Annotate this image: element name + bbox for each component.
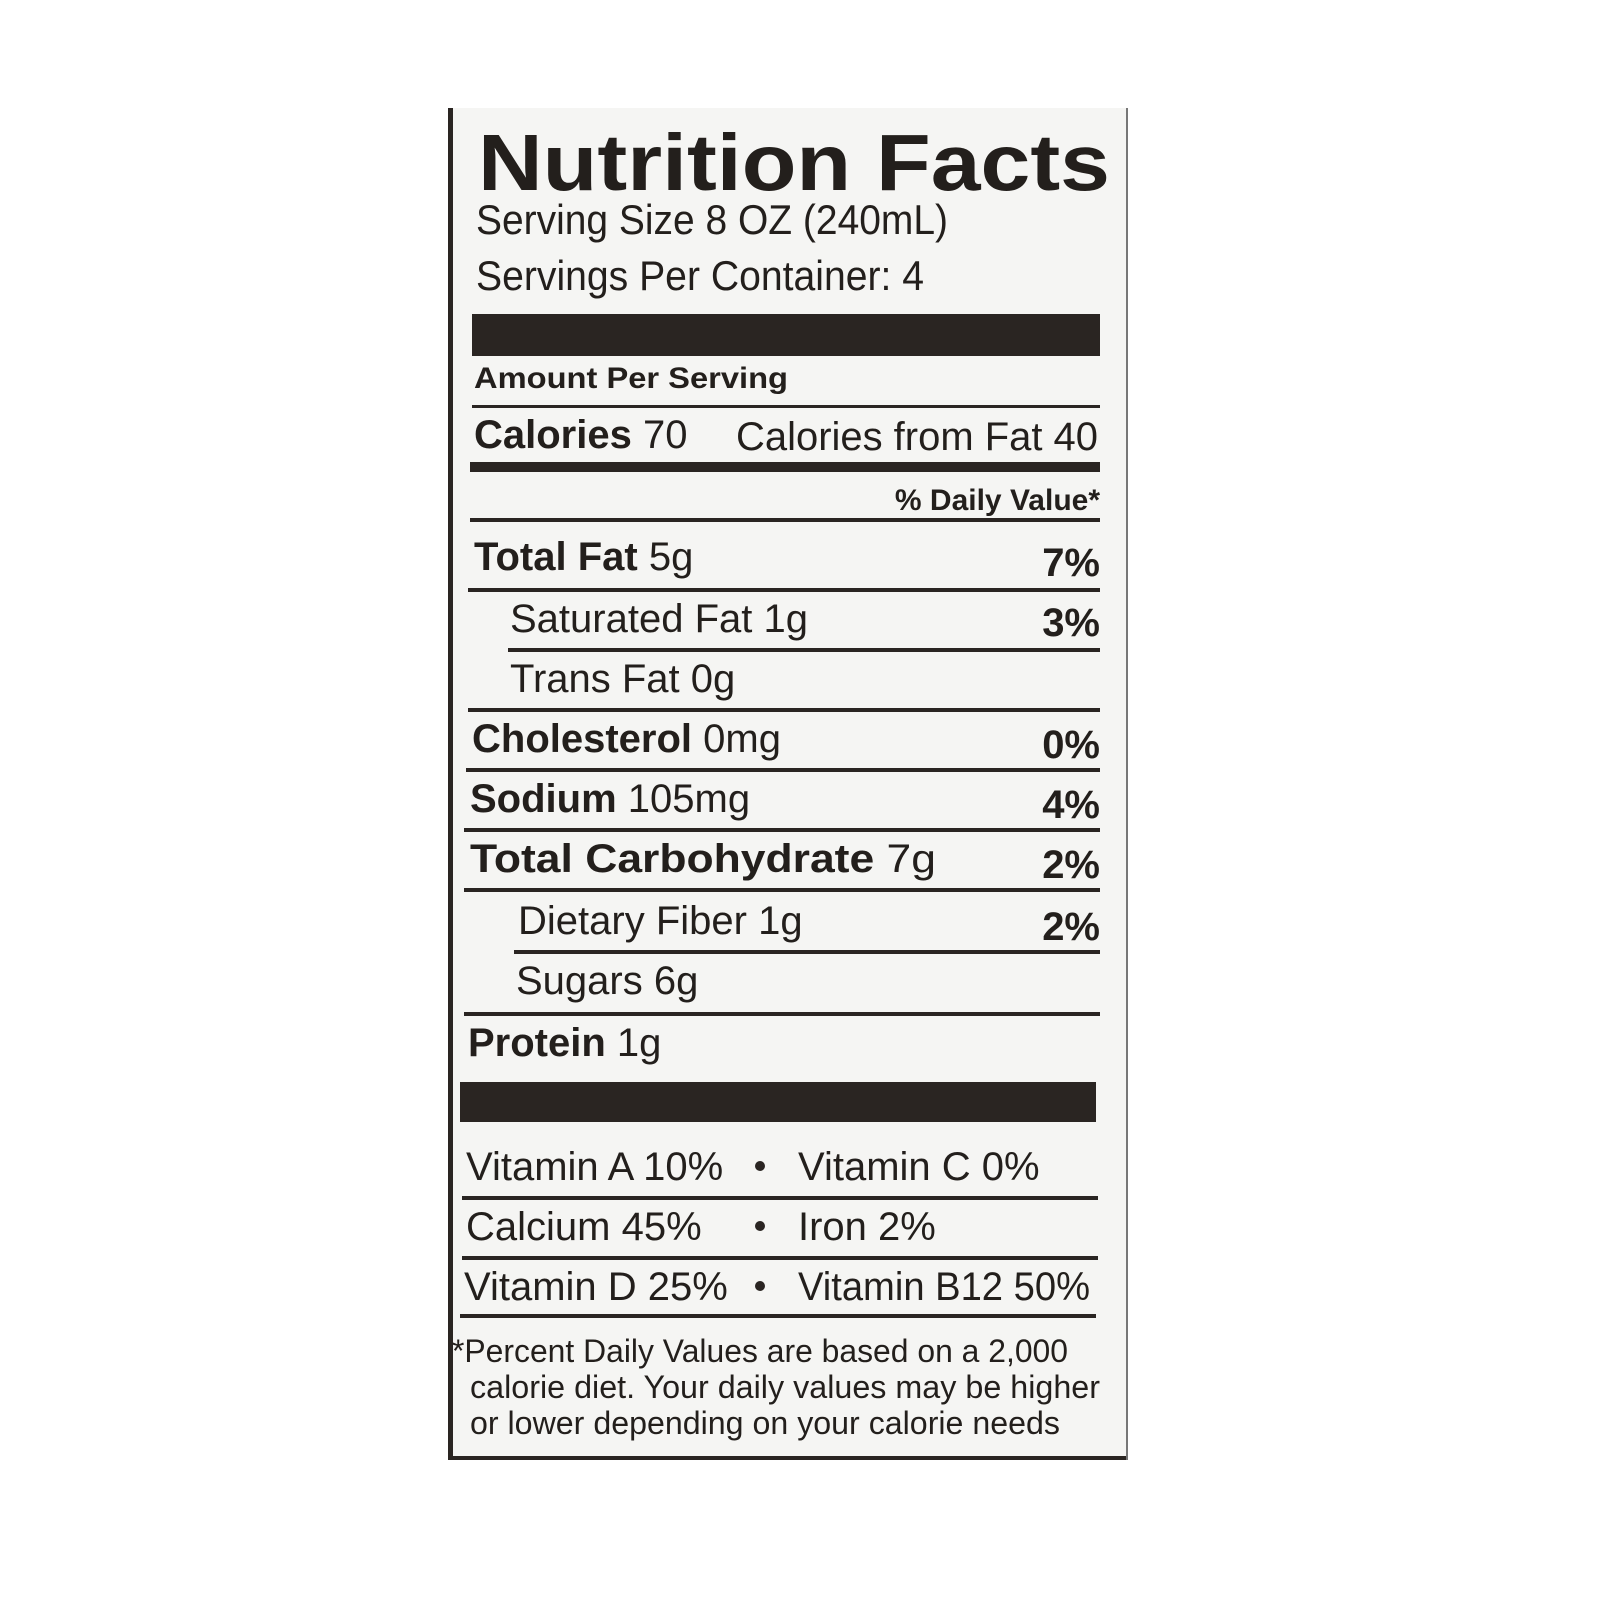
footnote: calorie diet. Your daily values may be h… <box>470 1369 1100 1405</box>
nutrient-amount: 0g <box>691 657 736 701</box>
nutrient-name: Sugars <box>516 959 643 1003</box>
vitamin: Calcium 45% <box>466 1205 702 1249</box>
rule <box>462 1196 1098 1200</box>
calories-value: 70 <box>643 413 688 457</box>
rule <box>464 828 1100 832</box>
nutrient-name: Total Carbohydrate <box>470 837 874 881</box>
nutrient-name: Saturated Fat <box>510 597 752 641</box>
nutrient-amount: 6g <box>654 959 699 1003</box>
rule <box>508 648 1100 652</box>
right-border <box>1126 108 1128 1460</box>
servings-per-container: Servings Per Container: 4 <box>476 252 924 299</box>
vitamin: Vitamin A 10% <box>466 1145 723 1189</box>
nutrient-amount: 1g <box>617 1021 662 1065</box>
rule <box>468 708 1100 712</box>
vitamin: Vitamin C 0% <box>798 1145 1040 1189</box>
medium-bar <box>470 462 1100 472</box>
nutrient-amount: 7g <box>887 837 936 881</box>
calories-label: Calories <box>474 413 632 457</box>
title: Nutrition Facts <box>478 118 1110 207</box>
bullet <box>755 1221 765 1231</box>
nutrient-amount: 105mg <box>628 777 750 821</box>
nutrient: Dietary Fiber 1g <box>518 899 803 943</box>
footnote: or lower depending on your calorie needs <box>470 1405 1060 1441</box>
nutrient-name: Dietary Fiber <box>518 899 747 943</box>
left-border <box>448 108 453 1460</box>
rule <box>464 1012 1100 1016</box>
amount-per-serving: Amount Per Serving <box>474 362 788 395</box>
vitamin: Iron 2% <box>798 1205 936 1249</box>
rule <box>462 1256 1098 1260</box>
nutrient-dv: 2% <box>1042 843 1100 887</box>
calories-from-fat: Calories from Fat 40 <box>736 415 1098 459</box>
calories: Calories 70 <box>474 413 687 457</box>
nutrient-amount: 1g <box>758 899 803 943</box>
nutrient-amount: 1g <box>764 597 809 641</box>
nutrient-dv: 2% <box>1042 905 1100 949</box>
thick-bar <box>460 1082 1096 1122</box>
nutrient-dv: 7% <box>1042 541 1100 585</box>
bullet <box>755 1161 765 1171</box>
bullet <box>755 1281 765 1291</box>
nutrient: Sodium 105mg <box>470 777 750 821</box>
nutrient-amount: 0mg <box>703 717 781 761</box>
rule <box>472 405 1100 408</box>
nutrient: Total Carbohydrate 7g <box>470 837 936 881</box>
thick-bar <box>472 314 1100 356</box>
rule <box>464 888 1100 892</box>
rule <box>468 588 1100 592</box>
nutrient-name: Trans Fat <box>510 657 680 701</box>
nutrient: Total Fat 5g <box>474 535 693 579</box>
rule <box>466 768 1100 772</box>
rule <box>460 1314 1096 1318</box>
vitamin: Vitamin B12 50% <box>798 1265 1090 1309</box>
nutrient-amount: 5g <box>649 535 694 579</box>
footnote: *Percent Daily Values are based on a 2,0… <box>452 1333 1068 1369</box>
nutrient: Sugars 6g <box>516 959 698 1003</box>
nutrient-name: Protein <box>468 1021 606 1065</box>
nutrient: Trans Fat 0g <box>510 657 735 701</box>
nutrient-dv: 0% <box>1042 723 1100 767</box>
nutrient: Cholesterol 0mg <box>472 717 781 761</box>
nutrient-name: Cholesterol <box>472 717 692 761</box>
nutrient-name: Sodium <box>470 777 617 821</box>
bottom-border <box>448 1456 1128 1460</box>
nutrient-dv: 4% <box>1042 783 1100 827</box>
serving-size: Serving Size 8 OZ (240mL) <box>476 196 948 243</box>
nutrient-dv: 3% <box>1042 601 1100 645</box>
daily-value-header: % Daily Value* <box>895 484 1100 517</box>
vitamin: Vitamin D 25% <box>464 1265 728 1309</box>
nutrient: Protein 1g <box>468 1021 661 1065</box>
nutrient: Saturated Fat 1g <box>510 597 808 641</box>
rule <box>514 950 1100 954</box>
rule <box>470 518 1100 522</box>
nutrient-name: Total Fat <box>474 535 638 579</box>
